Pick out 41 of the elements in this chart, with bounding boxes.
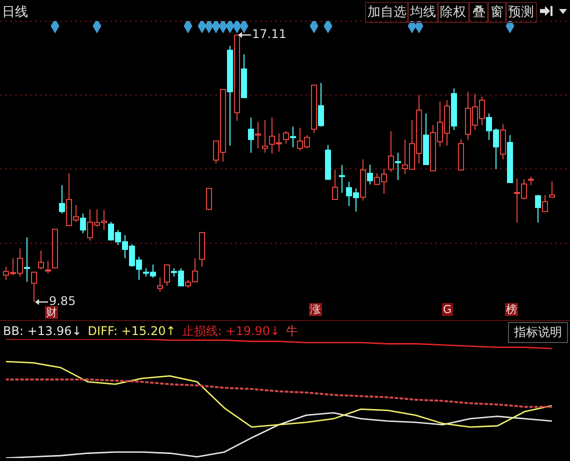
text: 窗: [487, 2, 507, 23]
candlestick: [535, 194, 542, 224]
candlestick: [283, 130, 290, 144]
text: 叠: [469, 2, 489, 23]
text: BB: +13.96↓: [3, 324, 82, 338]
candlestick: [24, 236, 30, 282]
candlestick: [59, 184, 65, 214]
text: DIFF: +15.20↑: [88, 324, 176, 338]
candlestick: [549, 180, 556, 198]
candlestick: [318, 82, 324, 128]
candlestick: [206, 188, 212, 211]
text: G: [442, 303, 453, 316]
candlestick: [31, 272, 37, 302]
candlestick: [38, 250, 44, 270]
text: 财: [45, 306, 58, 319]
candlestick: [248, 116, 254, 154]
candlestick: [388, 130, 394, 172]
candlestick: [339, 164, 346, 194]
candlestick: [157, 276, 163, 292]
candlestick: [255, 121, 262, 149]
text: 牛: [286, 324, 298, 338]
candlestick: [290, 126, 296, 148]
candlestick: [395, 152, 402, 180]
text: 均线: [407, 2, 439, 23]
candlestick: [164, 264, 170, 286]
candlestick: [542, 194, 548, 212]
text: 止损线: +19.90↓: [182, 324, 280, 338]
text: 日线: [2, 4, 28, 21]
text: 除权: [437, 2, 469, 23]
candlestick: [332, 170, 338, 200]
text: 指标说明: [508, 322, 568, 343]
text: 加自选: [365, 2, 409, 23]
text: 榜: [505, 303, 518, 316]
candlestick: [262, 120, 268, 154]
text: 预测: [505, 2, 537, 23]
annotation: 9.85: [48, 294, 76, 308]
text: 涨: [309, 303, 322, 316]
annotation: 17.11: [252, 27, 286, 42]
candlestick: [45, 260, 51, 274]
candlestick: [80, 212, 86, 234]
candlestick: [367, 164, 374, 185]
